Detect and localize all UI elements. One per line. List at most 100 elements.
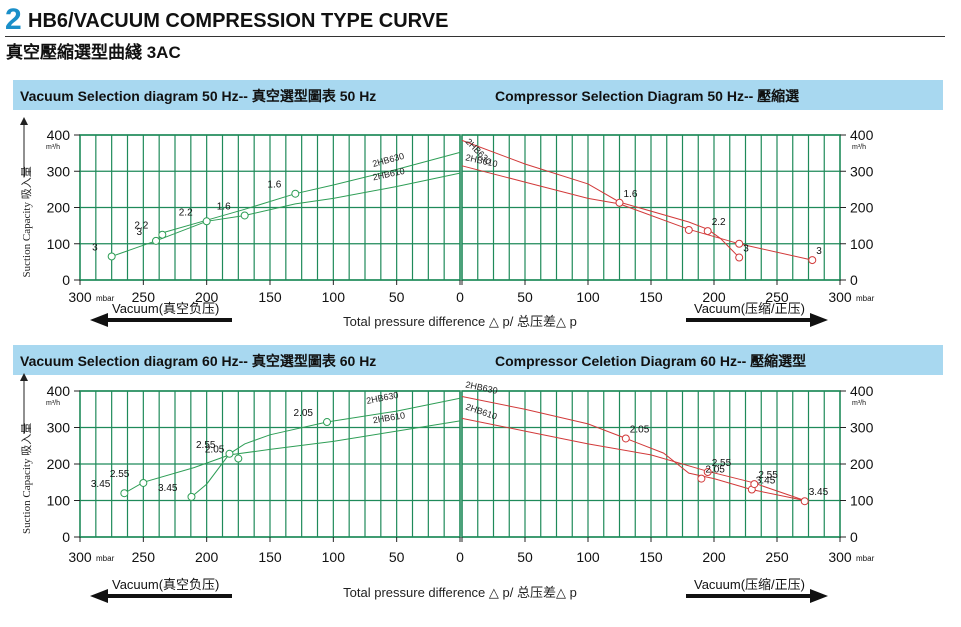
data-marker [735, 253, 744, 262]
x-tick-label: 150 [639, 549, 663, 565]
pressure-arrow-label: Vacuum(压缩/正压) [694, 577, 805, 592]
page-title: HB6/VACUUM COMPRESSION TYPE CURVE [28, 10, 449, 32]
vacuum-arrow-head [90, 589, 108, 603]
marker-label: 3.45 [158, 483, 178, 494]
data-marker [750, 480, 759, 489]
x-tick-label: 300 [828, 549, 852, 565]
y-tick-label: 200 [850, 200, 874, 216]
data-marker [240, 211, 249, 220]
marker-label: 2.05 [630, 424, 650, 435]
marker-label: 1.6 [624, 189, 638, 200]
pressure-arrow-head [810, 589, 828, 603]
x-tick-label: 50 [517, 549, 533, 565]
data-marker [187, 492, 196, 501]
y-tick-label: 200 [47, 456, 71, 472]
x-tick-label: 300 [68, 549, 92, 565]
marker-label: 2.55 [758, 470, 778, 481]
x-tick-label: 0 [456, 289, 464, 305]
vacuum-50hz-title: Vacuum Selection diagram 50 Hz-- 真空選型圖表 … [20, 88, 377, 104]
y-tick-label: 0 [850, 272, 858, 288]
marker-label: 3.45 [809, 487, 829, 498]
y-tick-label: 200 [47, 200, 71, 216]
data-marker [225, 449, 234, 458]
x-unit-label: mbar [96, 554, 115, 563]
marker-label: 3 [92, 242, 98, 253]
y-unit-label: m³/h [46, 144, 60, 151]
marker-label: 3 [136, 227, 142, 238]
x-tick-label: 200 [195, 289, 219, 305]
x-unit-label: mbar [856, 554, 875, 563]
y-tick-label: 400 [850, 127, 874, 143]
vacuum-arrow-label: Vacuum(真空负压) [112, 301, 219, 316]
series-line-2hb610 [124, 420, 461, 494]
data-marker [107, 252, 116, 261]
x-unit-label: mbar [856, 294, 875, 303]
y-tick-label: 300 [47, 163, 71, 179]
y-unit-label: m³/h [852, 144, 866, 151]
x-axis-label: Total pressure difference △ p/ 总压差△ p [343, 585, 577, 600]
data-marker [158, 230, 167, 239]
band-60hz: Vacuum Selection diagram 60 Hz-- 真空選型圖表 … [13, 345, 943, 375]
marker-label: 3.45 [756, 476, 776, 487]
y-tick-label: 300 [850, 163, 874, 179]
y-tick-label: 100 [47, 493, 71, 509]
title-divider [5, 36, 945, 37]
band-50hz: Vacuum Selection diagram 50 Hz-- 真空選型圖表 … [13, 80, 943, 110]
data-marker [234, 454, 243, 463]
marker-label: 3 [743, 244, 749, 255]
data-marker [202, 217, 211, 226]
x-tick-label: 300 [828, 289, 852, 305]
pressure-arrow-shaft [686, 594, 810, 598]
marker-label: 2.05 [294, 408, 314, 419]
data-marker [684, 225, 693, 234]
x-tick-label: 250 [765, 289, 789, 305]
marker-label: 2.2 [712, 217, 726, 228]
y-axis-arrow-head [20, 373, 28, 381]
data-marker [735, 239, 744, 248]
pressure-arrow-shaft [686, 318, 810, 322]
series-line-2hb610 [461, 165, 813, 261]
x-tick-label: 100 [322, 289, 346, 305]
y-tick-label: 400 [47, 127, 71, 143]
data-marker [800, 497, 809, 506]
section-number-badge: 2 [5, 3, 22, 36]
x-tick-label: 250 [132, 289, 156, 305]
x-tick-label: 50 [389, 289, 405, 305]
series-label-2hb610: 2HB610 [372, 166, 406, 183]
series-line-2hb630 [461, 139, 740, 258]
x-tick-label: 150 [258, 289, 282, 305]
y-tick-label: 300 [850, 420, 874, 436]
pressure-arrow-head [810, 313, 828, 327]
y-tick-label: 0 [62, 272, 70, 288]
series-label-2hb630: 2HB630 [365, 390, 399, 406]
page-header: 2 HB6/VACUUM COMPRESSION TYPE CURVE 真空壓縮… [0, 0, 961, 62]
series-label-2hb610: 2HB610 [372, 410, 406, 425]
x-tick-label: 150 [258, 549, 282, 565]
y-tick-label: 400 [47, 383, 71, 399]
marker-label: 2.05 [205, 445, 225, 456]
y-axis-label: Suction Capacity 吸入量 [20, 166, 33, 277]
series-label-2hb630: 2HB630 [465, 379, 499, 395]
y-tick-label: 0 [62, 529, 70, 545]
y-tick-label: 0 [850, 529, 858, 545]
marker-label: 2.2 [179, 207, 193, 218]
y-unit-label: m³/h [852, 400, 866, 407]
compressor-60hz-title: Compressor Celetion Diagram 60 Hz-- 壓縮選型 [495, 353, 807, 369]
x-tick-label: 50 [389, 549, 405, 565]
x-tick-label: 200 [702, 549, 726, 565]
x-tick-label: 100 [576, 289, 600, 305]
data-marker [697, 474, 706, 483]
pressure-arrow-label: Vacuum(压缩/正压) [694, 301, 805, 316]
x-tick-label: 250 [132, 549, 156, 565]
marker-label: 2.55 [712, 458, 732, 469]
data-marker [808, 256, 817, 265]
data-marker [139, 478, 148, 487]
x-tick-label: 100 [322, 549, 346, 565]
y-tick-label: 200 [850, 456, 874, 472]
marker-label: 3.45 [91, 479, 111, 490]
marker-label: 2.05 [705, 465, 725, 476]
vacuum-arrow-shaft [108, 318, 232, 322]
data-marker [615, 198, 624, 207]
x-tick-label: 200 [195, 549, 219, 565]
vacuum-arrow-label: Vacuum(真空负压) [112, 577, 219, 592]
